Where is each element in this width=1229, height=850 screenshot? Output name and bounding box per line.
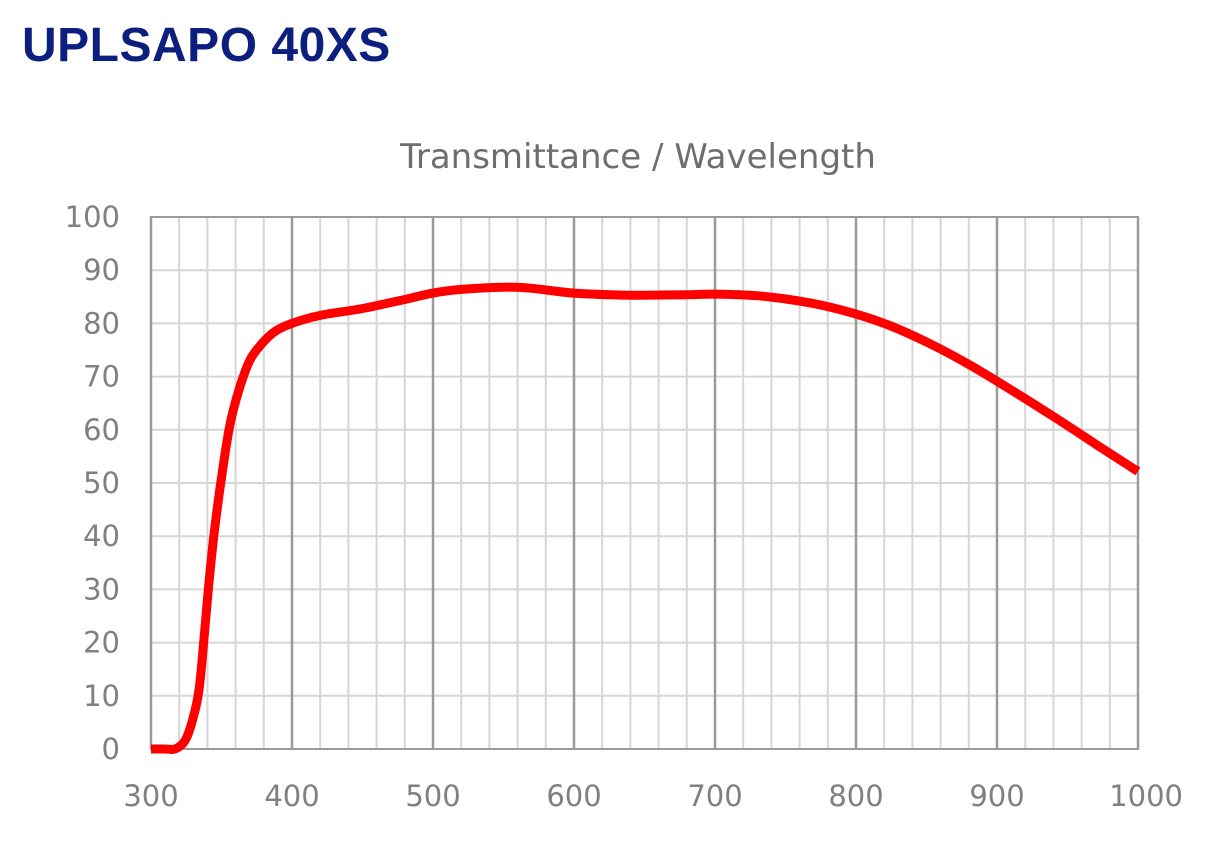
y-tick-label: 20 — [83, 626, 120, 660]
grid-minor-lines — [151, 216, 1138, 750]
plot-frame — [150, 216, 1139, 750]
y-tick-label: 30 — [83, 572, 120, 606]
y-tick-label: 100 — [65, 200, 120, 234]
y-tick-label: 40 — [83, 519, 120, 553]
x-tick-label: 300 — [123, 779, 178, 813]
y-tick-label: 90 — [83, 253, 120, 287]
x-tick-label: 800 — [828, 779, 883, 813]
transmittance-curve — [150, 282, 1141, 755]
grid-major-lines — [149, 216, 1140, 750]
x-axis-tick-labels: 300 400 500 600 700 800 900 1000 — [123, 779, 1183, 813]
y-tick-label: 80 — [83, 306, 120, 340]
x-tick-label: 900 — [969, 779, 1024, 813]
y-tick-label: 50 — [83, 466, 120, 500]
y-tick-label: 60 — [83, 413, 120, 447]
series-group — [150, 282, 1141, 755]
x-tick-label: 400 — [264, 779, 319, 813]
y-axis-tick-labels: 0 10 20 30 40 50 60 70 80 90 100 — [65, 200, 120, 766]
x-tick-label: 600 — [546, 779, 601, 813]
y-tick-label: 0 — [102, 732, 120, 766]
x-tick-label: 700 — [687, 779, 742, 813]
page-heading: UPLSAPO 40XS — [22, 19, 391, 72]
y-tick-label: 10 — [83, 679, 120, 713]
x-tick-label: 1000 — [1109, 779, 1183, 813]
y-tick-label: 70 — [83, 360, 120, 394]
x-tick-label: 500 — [405, 779, 460, 813]
chart-title: Transmittance / Wavelength — [399, 137, 876, 177]
